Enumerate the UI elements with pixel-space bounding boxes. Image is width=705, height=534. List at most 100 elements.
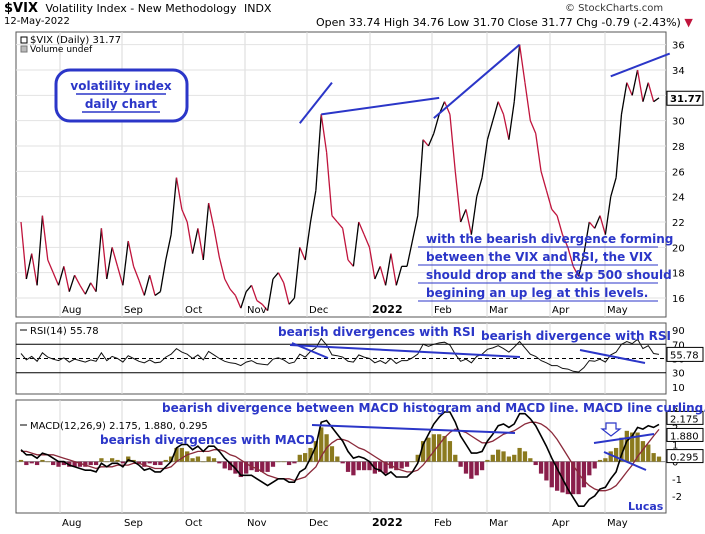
macd-hist-bar (587, 461, 592, 476)
macd-hist-bar (619, 437, 624, 462)
price-segment (422, 139, 429, 147)
macd-hist-bar (404, 461, 410, 467)
macd-hist-bar (238, 461, 243, 478)
price-y-tick: 22 (672, 218, 685, 229)
price-segment (518, 44, 526, 83)
macd-down-arrow-icon (600, 422, 622, 437)
price-segment (68, 274, 76, 292)
macd-hist-bar (260, 461, 265, 472)
macd-trendline-1 (311, 424, 516, 434)
macd-hist-bar (635, 432, 640, 462)
price-y-tick: 28 (672, 142, 685, 153)
price-last-badge: 31.77 (670, 94, 702, 105)
price-segment (57, 266, 65, 286)
price-segment (390, 253, 397, 286)
price-segment (304, 221, 312, 261)
price-segment (213, 228, 221, 258)
price-segment (309, 190, 317, 223)
rsi-note-left: bearish divergences with RSI (278, 325, 475, 339)
macd-y-tick: 0 (672, 458, 678, 469)
macd-hist-bar (179, 447, 184, 462)
macd-hist-bar (276, 461, 281, 463)
price-segment (476, 177, 483, 197)
price-segment (486, 120, 494, 140)
x-label-bottom-6: Feb (434, 518, 452, 529)
price-segment (266, 278, 274, 311)
chart-name: Volatility Index - New Methodology (45, 2, 237, 15)
macd-hist-bar (93, 461, 99, 466)
price-segment (481, 139, 489, 178)
macd-hist-bar (104, 461, 109, 463)
rsi-trendline-1 (289, 344, 521, 358)
price-segment (202, 202, 210, 261)
price-segment (347, 259, 354, 267)
price-note-line-1: between the VIX and RSI, the VIX (426, 250, 653, 264)
ohlc-readout: Open 33.74 High 34.76 Low 31.70 Close 31… (316, 16, 693, 29)
rsi-last-badge: 55.78 (670, 350, 699, 361)
macd-hist-bar (115, 459, 120, 462)
macd-hist-bar (308, 447, 313, 462)
price-segment (325, 152, 333, 216)
price-y-tick: 20 (672, 243, 685, 254)
macd-hist-bar (147, 461, 152, 464)
price-segment (599, 215, 607, 235)
price-segment (63, 266, 70, 292)
price-segment (417, 139, 424, 216)
price-segment (368, 247, 376, 280)
price-segment (116, 266, 124, 286)
macd-hist-bar (399, 461, 404, 469)
price-trendline-3 (610, 52, 671, 78)
price-segment (342, 228, 349, 261)
price-legend-volume: Volume undef (30, 45, 93, 55)
price-segment (79, 284, 86, 295)
macd-hist-bar (313, 441, 319, 462)
macd-badge_macd: 2.175 (670, 414, 699, 425)
price-segment (620, 82, 628, 115)
price-segment (283, 282, 290, 305)
macd-hist-bar (554, 461, 560, 491)
price-segment (545, 190, 553, 210)
rsi-y-tick: 10 (672, 383, 685, 394)
macd-hist-bar (383, 461, 388, 474)
x-label-top-0: Aug (62, 305, 82, 316)
price-segment (642, 82, 649, 102)
price-y-tick: 36 (672, 41, 685, 52)
price-segment (293, 247, 301, 299)
macd-legend: MACD(12,26,9) 2.175, 1.880, 0.295 (30, 421, 208, 432)
macd-badge_signal: 1.880 (670, 431, 699, 442)
macd-hist-bar (270, 461, 276, 467)
price-segment (336, 221, 344, 229)
price-segment (84, 282, 92, 295)
price-segment (470, 196, 478, 235)
price-segment (465, 209, 472, 235)
macd-hist-bar (479, 461, 485, 471)
macd-y-tick: -1 (672, 475, 682, 486)
legend-volume-swatch (20, 45, 28, 53)
x-label-bottom-9: May (607, 518, 628, 529)
price-segment (653, 97, 660, 103)
macd-hist-bar (244, 461, 249, 474)
x-label-top-6: Feb (434, 305, 452, 316)
price-note-line-3: begining an up leg at this levels. (426, 286, 648, 300)
price-segment (626, 82, 633, 96)
macd-hist-bar (34, 461, 40, 466)
price-segment (52, 272, 60, 286)
price-segment (229, 288, 236, 296)
price-segment (384, 253, 392, 286)
macd-hist-bar (29, 461, 34, 464)
down-arrow-icon: ▼ (684, 16, 693, 29)
macd-hist-bar (415, 454, 420, 462)
macd-hist-bar (40, 459, 45, 462)
price-segment (594, 215, 601, 229)
x-label-bottom-7: Mar (489, 518, 509, 529)
price-note-line-0: with the bearish divergence forming (426, 232, 673, 246)
rsi-legend: RSI(14) 55.78 (30, 326, 99, 337)
price-segment (583, 221, 590, 254)
price-segment (524, 82, 531, 121)
macd-trendline-2 (593, 433, 655, 444)
macd-hist-bar (463, 461, 469, 474)
rsi-last-badge-box (666, 346, 704, 362)
macd-y-tick: -2 (672, 492, 682, 503)
macd-panel-frame (15, 399, 667, 514)
macd-hist-bar (345, 461, 351, 472)
